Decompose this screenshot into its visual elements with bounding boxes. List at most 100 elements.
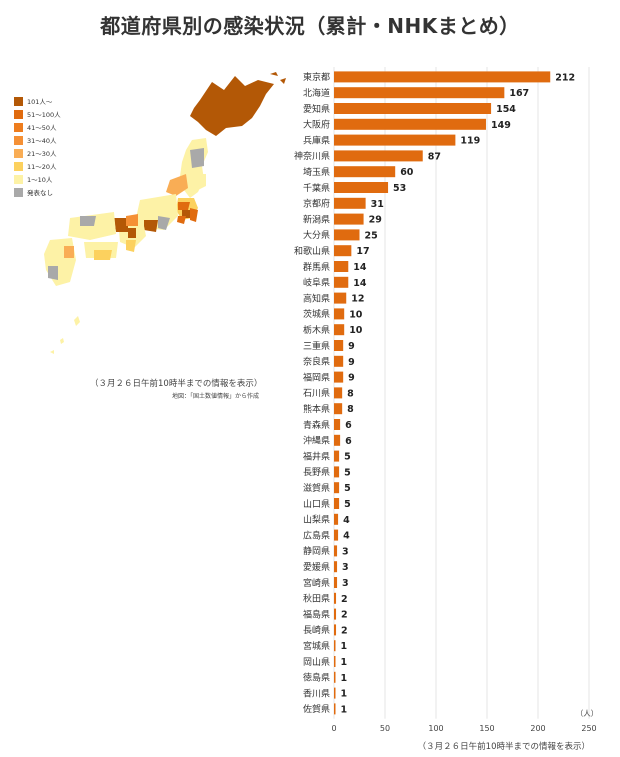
- bar: [334, 592, 337, 604]
- category-label: 群馬県: [303, 261, 330, 273]
- category-label: 青森県: [303, 419, 330, 431]
- category-label: 山梨県: [303, 514, 330, 526]
- bar: [334, 434, 341, 446]
- data-label: 5: [344, 452, 351, 463]
- category-label: 岡山県: [303, 657, 330, 668]
- category-label: 秋田県: [303, 593, 330, 605]
- map-wakayama: [126, 240, 136, 252]
- data-label: 9: [348, 341, 355, 352]
- category-label: 熊本県: [303, 403, 330, 415]
- bar: [334, 71, 551, 83]
- page-title: 都道府県別の感染状況（累計・NHKまとめ）: [100, 14, 520, 38]
- category-label: 長野県: [303, 467, 330, 478]
- data-label: 2: [341, 625, 348, 636]
- data-label: 14: [353, 262, 367, 273]
- bar: [334, 498, 340, 509]
- data-label: 6: [345, 420, 352, 431]
- japan-map: [44, 72, 286, 354]
- map-shizuoka-grey: [158, 216, 170, 230]
- category-label: 愛知県: [303, 103, 330, 115]
- category-label: 滋賀県: [303, 482, 330, 494]
- map-osaka: [128, 228, 136, 238]
- data-label: 53: [393, 183, 406, 194]
- x-tick-label: 150: [479, 724, 494, 733]
- category-label: 岐阜県: [303, 277, 330, 289]
- data-label: 8: [347, 388, 354, 399]
- x-tick-label: 100: [428, 724, 443, 733]
- legend-label: 41〜50人: [27, 124, 57, 132]
- x-axis-unit: （人）: [576, 709, 599, 718]
- legend-item: 41〜50人: [14, 121, 61, 133]
- data-label: 1: [341, 673, 348, 684]
- bar: [334, 608, 337, 620]
- legend-label: 21〜30人: [27, 150, 57, 158]
- map-kyoto: [126, 214, 138, 226]
- category-label: 高知県: [303, 292, 330, 304]
- x-tick-label: 200: [530, 724, 545, 733]
- map-kochi: [94, 250, 112, 260]
- bar: [334, 87, 505, 99]
- category-label: 北海道: [303, 87, 330, 99]
- legend-swatch: [14, 122, 23, 132]
- bar: [334, 703, 336, 715]
- map-miyagi: [196, 174, 206, 190]
- legend-label: 1〜10人: [27, 176, 53, 184]
- bar: [334, 182, 389, 193]
- bar: [334, 403, 343, 415]
- map-legend: 101人〜 51〜100人 41〜50人 31〜40人 21〜30人 11〜20…: [14, 95, 61, 199]
- data-label: 12: [351, 294, 364, 305]
- bottom-note: （３月２６日午前10時半までの情報を表示）: [417, 742, 590, 752]
- bar: [334, 197, 366, 209]
- map-niigata: [166, 174, 188, 196]
- data-label: 6: [345, 436, 352, 447]
- data-label: 10: [349, 309, 363, 320]
- bar: [334, 687, 336, 699]
- category-label: 三重県: [303, 340, 330, 352]
- map-kanagawa: [177, 216, 186, 224]
- data-label: 8: [347, 404, 354, 415]
- category-label: 新潟県: [303, 213, 330, 225]
- category-label: 茨城県: [303, 308, 330, 320]
- map-note: （３月２６日午前10時半までの情報を表示）: [90, 379, 263, 389]
- category-label: 香川県: [303, 688, 330, 699]
- legend-swatch: [14, 161, 23, 171]
- bar: [334, 450, 340, 462]
- data-label: 2: [341, 610, 348, 621]
- category-label: 兵庫県: [303, 134, 330, 146]
- category-label: 広島県: [303, 529, 330, 541]
- category-label: 宮城県: [303, 640, 330, 652]
- bar: [334, 561, 338, 573]
- legend-item: 31〜40人: [14, 134, 61, 146]
- category-label: 福岡県: [303, 371, 330, 383]
- data-label: 60: [400, 167, 414, 178]
- data-label: 10: [349, 325, 363, 336]
- data-label: 4: [343, 515, 350, 526]
- category-label: 奈良県: [303, 356, 330, 368]
- bar: [334, 261, 349, 272]
- data-label: 5: [344, 467, 351, 478]
- data-label: 119: [460, 136, 480, 147]
- bar: [334, 118, 486, 130]
- category-label: 東京都: [303, 71, 330, 83]
- category-label: 静岡県: [303, 545, 330, 557]
- legend-label: 51〜100人: [27, 111, 61, 119]
- data-label: 14: [353, 278, 367, 289]
- legend-swatch: [14, 96, 23, 106]
- map-aichi: [144, 220, 158, 232]
- bar: [334, 276, 349, 288]
- bar: [334, 245, 352, 257]
- category-label: 福井県: [303, 450, 330, 462]
- data-label: 25: [365, 230, 378, 241]
- bar: [334, 229, 360, 241]
- x-tick-label: 50: [380, 724, 390, 733]
- category-label: 和歌山県: [294, 245, 330, 257]
- map-okinawa: [74, 316, 80, 326]
- data-label: 17: [356, 246, 369, 257]
- bar: [334, 150, 423, 162]
- bar: [334, 577, 338, 588]
- legend-item: 1〜10人: [14, 173, 61, 185]
- data-label: 2: [341, 594, 348, 605]
- bar: [334, 355, 344, 367]
- bar: [334, 324, 345, 336]
